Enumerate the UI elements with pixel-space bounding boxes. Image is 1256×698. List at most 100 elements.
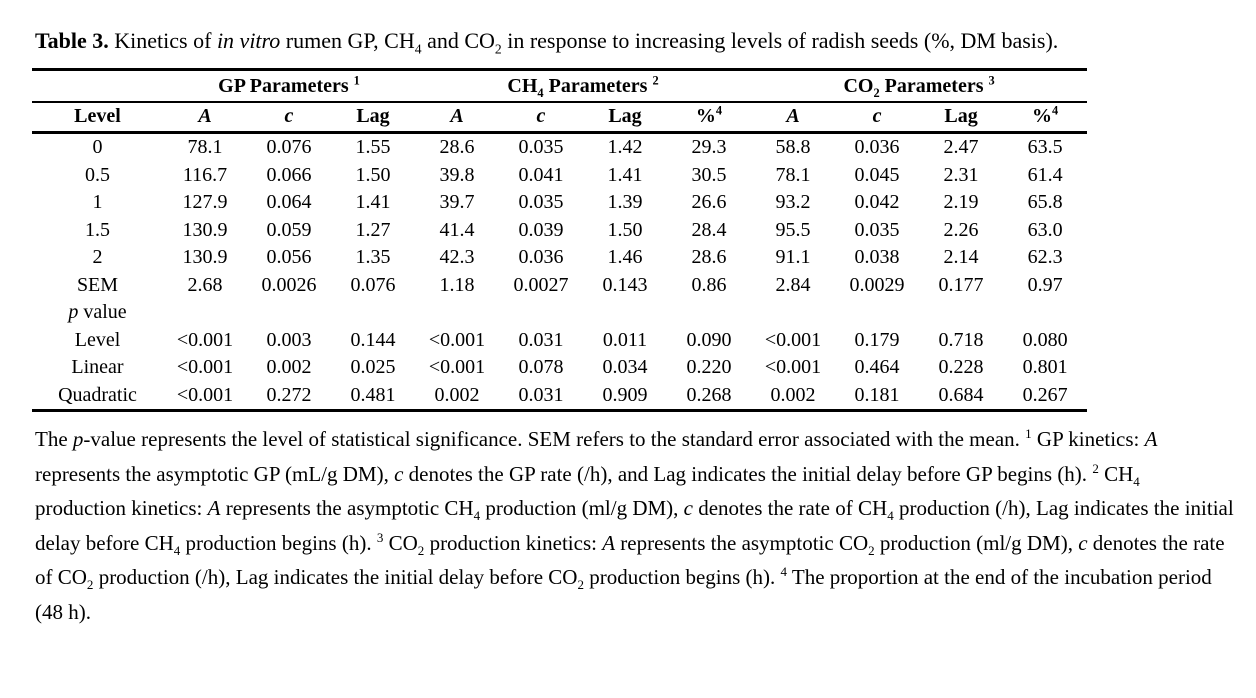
table-cell: 1.35 bbox=[355, 246, 391, 269]
kinetics-table: GP Parameters 1 CH4 Parameters 2 CO2 Par… bbox=[32, 68, 1088, 412]
group-header-ch4: CH4 Parameters 2 bbox=[415, 69, 752, 103]
table-cell: 0.041 bbox=[518, 163, 564, 186]
table-cell: 0.143 bbox=[602, 273, 648, 296]
table-cell: 65.8 bbox=[1027, 191, 1063, 214]
table-cell: 93.2 bbox=[775, 191, 811, 214]
table-row: 1.5 130.9 0.059 1.27 41.4 0.039 1.50 28.4 95.5 0.… bbox=[32, 217, 1087, 245]
table-row: 0 78.1 0.076 1.55 28.6 0.035 1.42 29.3 58.8 0.036… bbox=[32, 133, 1087, 162]
table-cell: 0.035 bbox=[518, 136, 564, 159]
table-cell: 0.909 bbox=[602, 383, 648, 406]
table-cell: 0.036 bbox=[854, 136, 900, 159]
table-cell: 0.718 bbox=[938, 328, 984, 351]
table-cell: 0.025 bbox=[350, 356, 396, 379]
table-caption: Table 3. Kinetics of in vitro rumen GP, … bbox=[35, 28, 1059, 57]
row-label: 1 bbox=[92, 191, 103, 214]
table-cell: 0.179 bbox=[854, 328, 900, 351]
col-header-level: Level bbox=[32, 102, 163, 134]
col-header-co2-c: c bbox=[835, 102, 920, 134]
table-cell: 0.076 bbox=[266, 136, 312, 159]
row-label: 2 bbox=[92, 246, 103, 269]
table-cell: 0.038 bbox=[854, 246, 900, 269]
table-cell: 0.268 bbox=[686, 383, 732, 406]
table-cell: 28.6 bbox=[691, 246, 727, 269]
col-header-ch4-a: A bbox=[415, 102, 499, 134]
table-cell: 1.41 bbox=[355, 191, 391, 214]
table-cell: 61.4 bbox=[1027, 163, 1063, 186]
table-header: GP Parameters 1 CH4 Parameters 2 CO2 Par… bbox=[32, 69, 1088, 134]
row-label: 1.5 bbox=[85, 218, 110, 241]
table-row: Linear <0.001 0.002 0.025 <0.001 0.078 0.034 0.… bbox=[32, 354, 1087, 382]
table-cell: 2.31 bbox=[943, 163, 979, 186]
table-row: 2 130.9 0.056 1.35 42.3 0.036 1.46 28.6 91.1 0.03… bbox=[32, 244, 1087, 272]
table-row: 1 127.9 0.064 1.41 39.7 0.035 1.39 26.6 93.2 0.04… bbox=[32, 189, 1087, 217]
table-cell: 0.042 bbox=[854, 191, 900, 214]
table-cell: 0.464 bbox=[854, 356, 900, 379]
group-header-gp: GP Parameters 1 bbox=[163, 69, 415, 103]
table-cell: 63.0 bbox=[1027, 218, 1063, 241]
table-cell: 0.181 bbox=[854, 383, 900, 406]
table-cell: <0.001 bbox=[176, 356, 234, 379]
group-header-spacer bbox=[32, 69, 163, 103]
row-label: Linear bbox=[71, 356, 124, 379]
table-cell: 39.8 bbox=[439, 163, 475, 186]
table-row: Quadratic <0.001 0.272 0.481 0.002 0.031 0.909… bbox=[32, 382, 1087, 411]
table-cell: 0.228 bbox=[938, 356, 984, 379]
table-cell: 0.002 bbox=[434, 383, 480, 406]
table-cell: 1.39 bbox=[607, 191, 643, 214]
table-cell: 0.031 bbox=[518, 383, 564, 406]
table-cell: 0.045 bbox=[854, 163, 900, 186]
table-cell: 1.50 bbox=[355, 163, 391, 186]
table-cell: 0.064 bbox=[266, 191, 312, 214]
table-row: 0.5 116.7 0.066 1.50 39.8 0.041 1.41 30.5 78.1 0.… bbox=[32, 162, 1087, 190]
col-header-co2-a: A bbox=[751, 102, 836, 134]
table-cell: 1.55 bbox=[355, 136, 391, 159]
table-cell: 0.684 bbox=[938, 383, 984, 406]
table-cell: <0.001 bbox=[764, 328, 822, 351]
table-cell: 130.9 bbox=[182, 246, 228, 269]
table-cell: 2.84 bbox=[775, 273, 811, 296]
table-cell: 30.5 bbox=[691, 163, 727, 186]
table-cell: <0.001 bbox=[176, 328, 234, 351]
table-cell: 0.97 bbox=[1027, 273, 1063, 296]
table-body: 0 78.1 0.076 1.55 28.6 0.035 1.42 29.3 58.8 0.036… bbox=[32, 133, 1087, 411]
table-cell: 2.14 bbox=[943, 246, 979, 269]
table-cell: 62.3 bbox=[1027, 246, 1063, 269]
table-cell: 0.039 bbox=[518, 218, 564, 241]
table-cell: 1.42 bbox=[607, 136, 643, 159]
table-cell: 29.3 bbox=[691, 136, 727, 159]
table-cell: 63.5 bbox=[1027, 136, 1063, 159]
table-cell: 0.267 bbox=[1022, 383, 1068, 406]
table-cell: 0.035 bbox=[518, 191, 564, 214]
table-cell: 2.26 bbox=[943, 218, 979, 241]
column-header-row: Level A c Lag A c Lag %4 A c Lag %4 bbox=[32, 102, 1088, 134]
table-cell: 0.031 bbox=[518, 328, 564, 351]
table-cell: 1.46 bbox=[607, 246, 643, 269]
table-cell: 0.177 bbox=[938, 273, 984, 296]
group-header-co2: CO2 Parameters 3 bbox=[751, 69, 1088, 103]
table-cell: 0.078 bbox=[518, 356, 564, 379]
table-cell: <0.001 bbox=[428, 328, 486, 351]
table-cell: 0.002 bbox=[770, 383, 816, 406]
table-cell: 0.066 bbox=[266, 163, 312, 186]
table-cell: 0.144 bbox=[350, 328, 396, 351]
table-cell: 1.27 bbox=[355, 218, 391, 241]
table-cell: 0.272 bbox=[266, 383, 312, 406]
row-label: p value bbox=[68, 301, 127, 324]
row-label: SEM bbox=[76, 273, 119, 296]
table-cell: 130.9 bbox=[182, 218, 228, 241]
row-label: Level bbox=[74, 328, 121, 351]
row-label: Quadratic bbox=[58, 383, 137, 406]
table-cell: 0.0027 bbox=[513, 273, 569, 296]
col-header-co2-pct: %4 bbox=[1003, 102, 1088, 134]
table-cell: 116.7 bbox=[182, 163, 228, 186]
table-cell: 95.5 bbox=[775, 218, 811, 241]
col-header-ch4-c: c bbox=[499, 102, 583, 134]
table-row: p value bbox=[32, 299, 1087, 327]
table-cell: 0.080 bbox=[1022, 328, 1068, 351]
table-footnote: The p-value represents the level of stat… bbox=[35, 426, 1234, 624]
table-cell: 1.41 bbox=[607, 163, 643, 186]
row-label: 0 bbox=[92, 136, 103, 159]
table-cell: 2.47 bbox=[943, 136, 979, 159]
table-cell: <0.001 bbox=[428, 356, 486, 379]
